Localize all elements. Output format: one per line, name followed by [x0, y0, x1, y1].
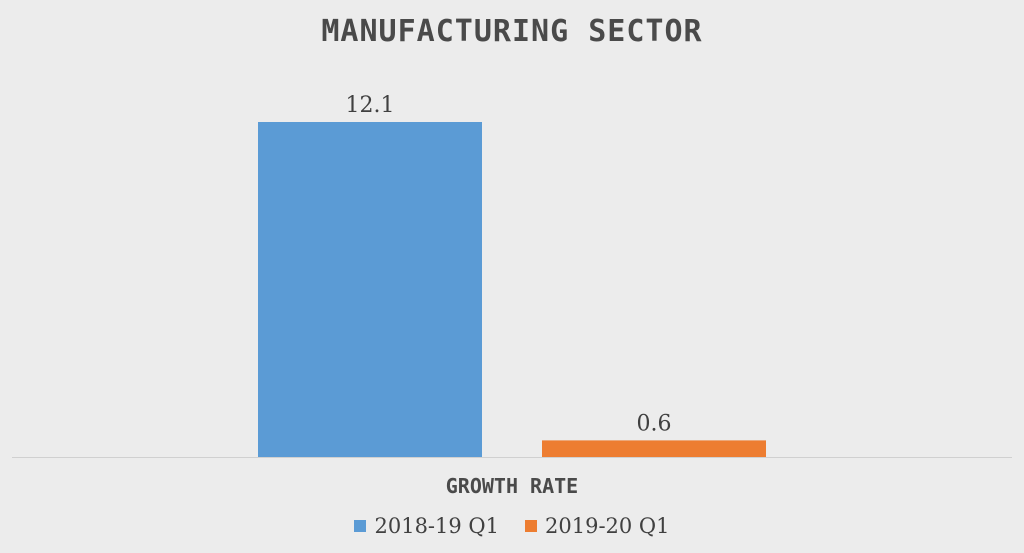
legend-item-series-1: 2018-19 Q1: [354, 514, 499, 538]
data-label-series-2: 0.6: [637, 411, 672, 436]
bar-series-1: [258, 122, 482, 457]
chart-title: Manufacturing Sector: [321, 14, 703, 49]
legend-item-series-2: 2019-20 Q1: [525, 514, 670, 538]
legend-swatch-series-2: [525, 520, 537, 532]
legend: 2018-19 Q1 2019-20 Q1: [0, 514, 1024, 538]
legend-label-series-2: 2019-20 Q1: [545, 514, 670, 538]
legend-swatch-series-1: [354, 520, 367, 532]
x-category-label: Growth Rate: [445, 474, 579, 498]
data-label-series-1: 12.1: [346, 93, 395, 118]
bar-series-2: [542, 440, 766, 457]
legend-label-series-1: 2018-19 Q1: [374, 514, 499, 538]
